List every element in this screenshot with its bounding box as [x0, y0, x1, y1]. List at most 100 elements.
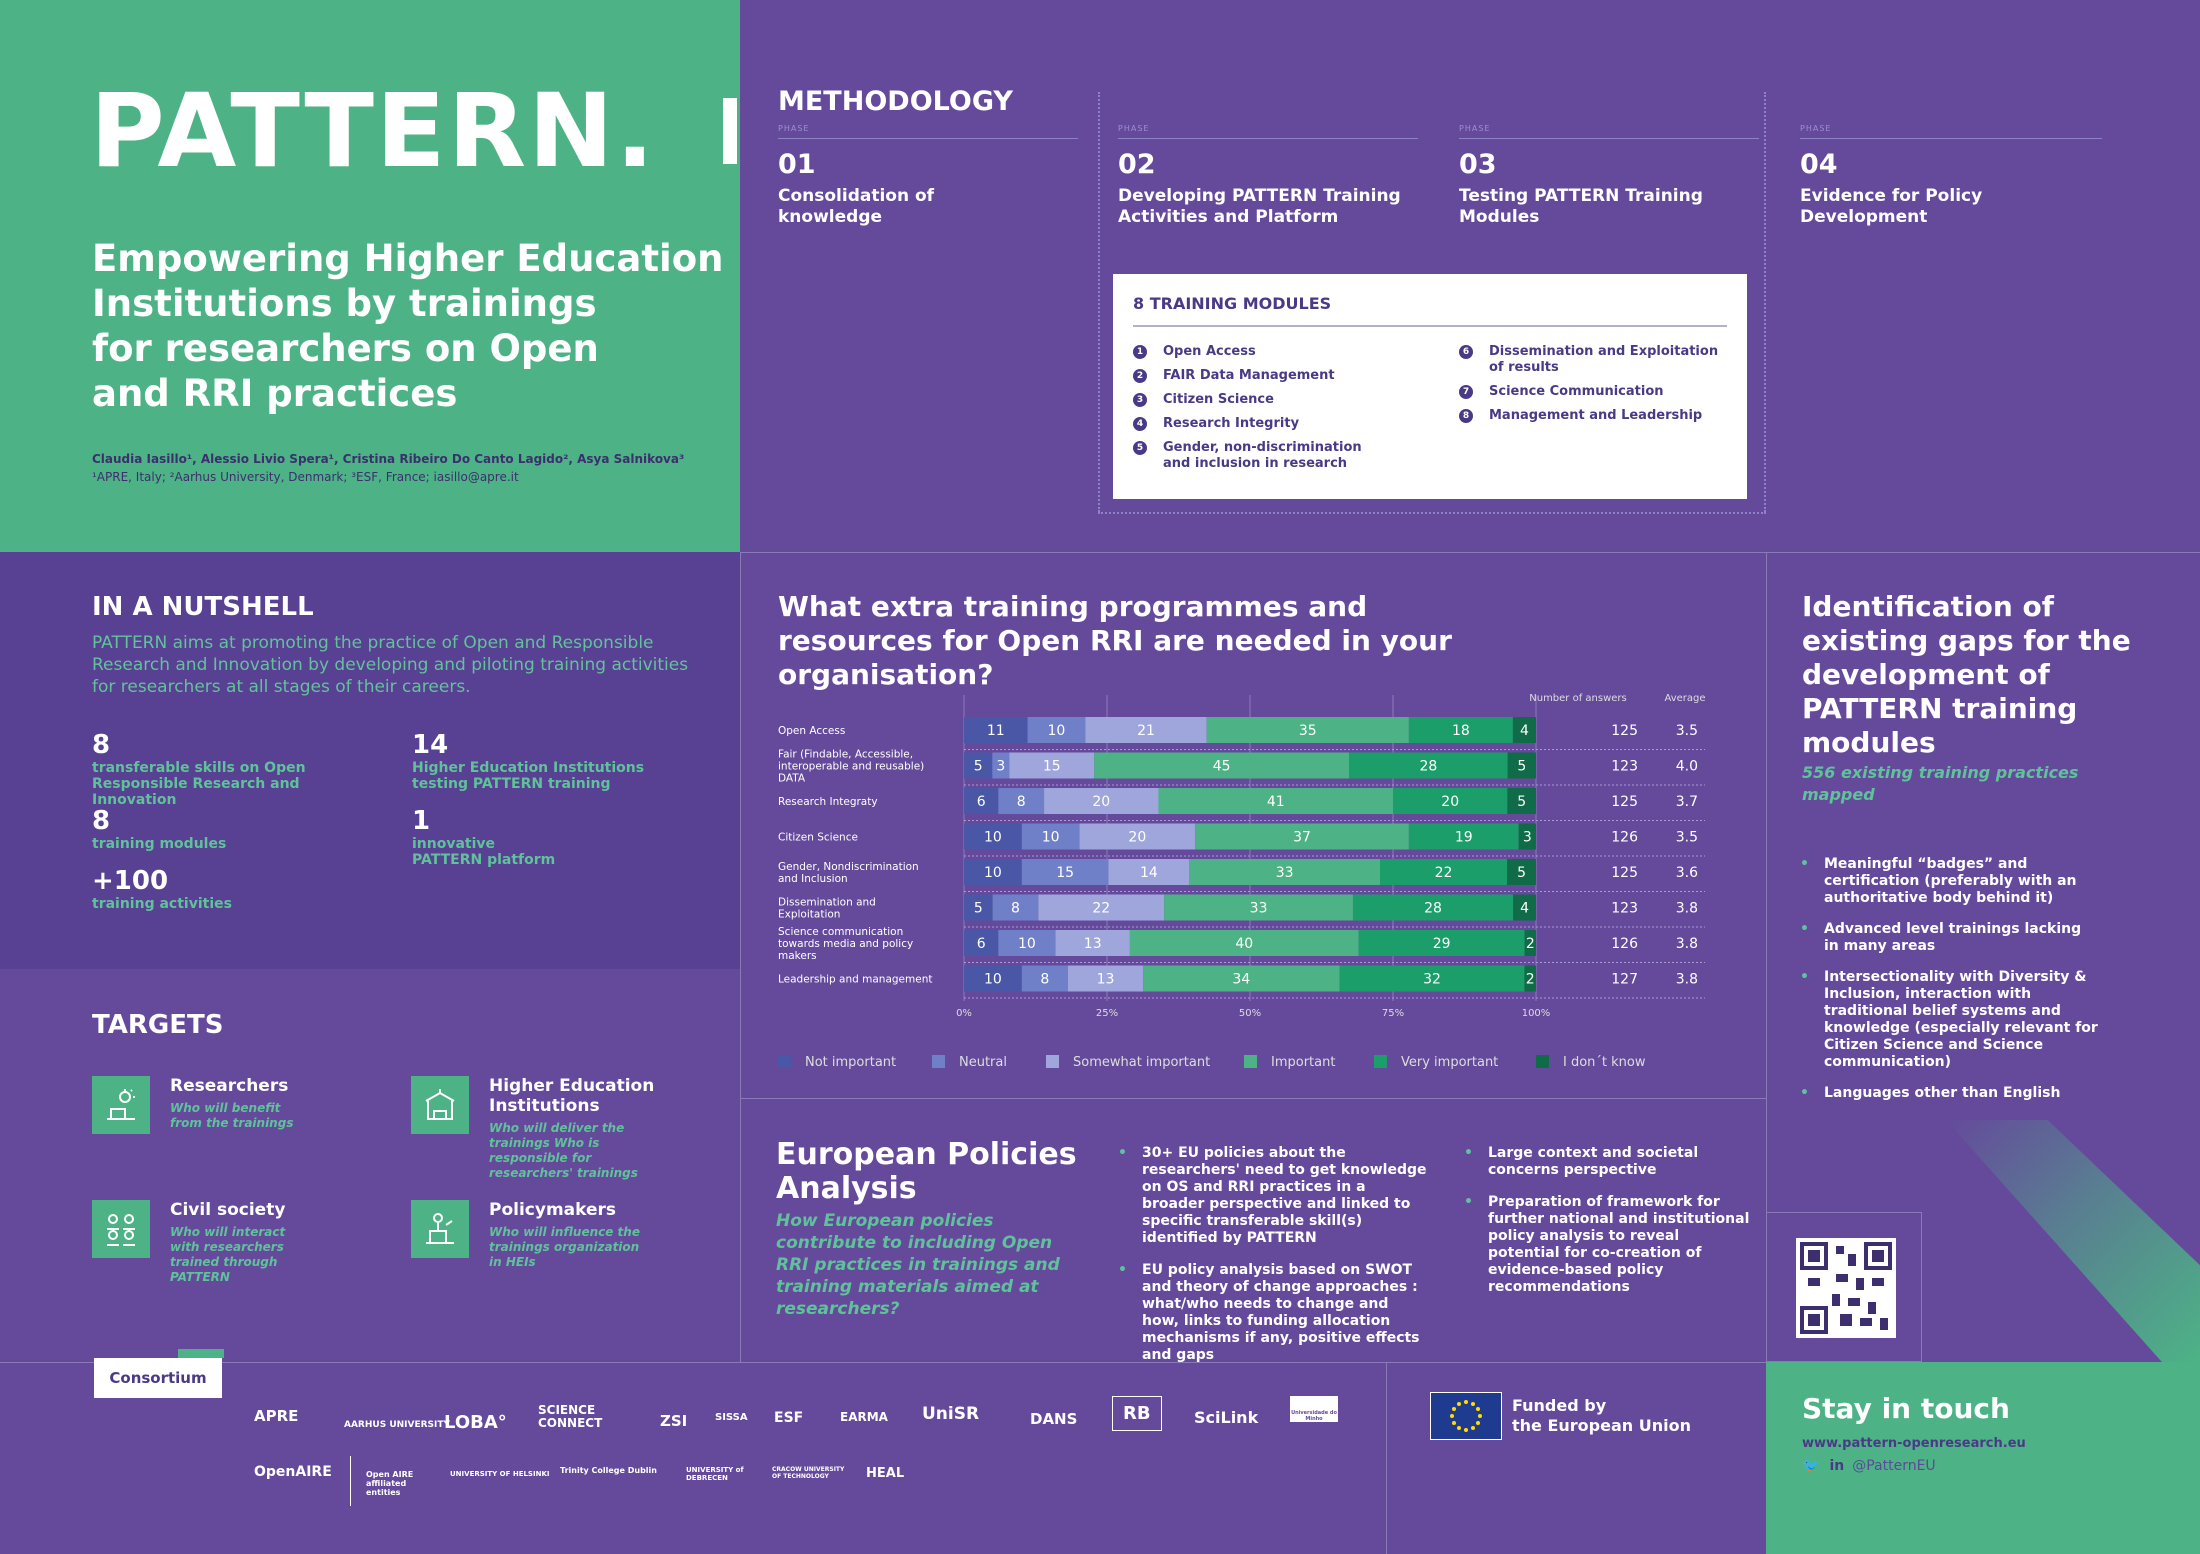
- modules-column-left: 1 Open Access 2 FAIR Data Management 3 Citi…: [1133, 344, 1373, 480]
- partner-logo-helsinki: UNIVERSITY OF HELSINKI: [450, 1470, 550, 1478]
- legend-label: Very important: [1401, 1055, 1499, 1070]
- bar-segment: [1339, 965, 1525, 992]
- data-label: 5: [1517, 759, 1526, 775]
- targets-title: TARGETS: [92, 1010, 224, 1040]
- partner-logo-heal: HEAL: [866, 1466, 905, 1481]
- bar-segment: [1195, 823, 1409, 850]
- divider: [1386, 1362, 1387, 1554]
- answers-value: 126: [1611, 936, 1638, 952]
- target-description: Who will deliver the trainings Who is re…: [489, 1121, 638, 1180]
- partner-logo-debrecen: UNIVERSITY of DEBRECEN: [686, 1466, 744, 1482]
- gap-item: Intersectionality with Diversity & Inclu…: [1800, 969, 2100, 1071]
- header-panel: [0, 0, 740, 552]
- stacked-bar-chart: 0% 25% 50% 75% 100% Number of answers Average O…: [778, 693, 1706, 1019]
- data-label: 28: [1424, 901, 1442, 917]
- title-line: and RRI practices: [92, 372, 458, 415]
- linkedin-icon[interactable]: in: [1829, 1458, 1845, 1474]
- stat-number: 1: [412, 806, 431, 836]
- partner-logo-aarhus: AARHUS UNIVERSITY: [344, 1420, 451, 1430]
- average-value: 3.6: [1676, 865, 1698, 881]
- nutshell-title: IN A NUTSHELL: [92, 592, 314, 622]
- bar-segment: [1055, 930, 1130, 956]
- twitter-icon[interactable]: 🐦: [1802, 1458, 1820, 1474]
- data-label: 22: [1435, 865, 1453, 881]
- bar-segment: [1044, 788, 1159, 814]
- partner-logo-apre: APRE: [254, 1407, 299, 1425]
- data-label: 34: [1232, 972, 1250, 988]
- average-value: 3.8: [1676, 901, 1698, 917]
- divider: [0, 1362, 2200, 1363]
- bar-segment: [1393, 788, 1508, 814]
- module-number: 6: [1459, 345, 1473, 359]
- bar-segment: [1068, 965, 1144, 992]
- data-label: 8: [1011, 901, 1020, 917]
- target-description: Who will benefit from the trainings: [170, 1101, 294, 1130]
- bar-segment: [1129, 930, 1359, 956]
- legend-item: Somewhat important: [1046, 1055, 1210, 1070]
- title-line: Empowering Higher Education: [92, 237, 724, 280]
- policy-item: Large context and societal concerns pers…: [1464, 1145, 1754, 1179]
- data-label: 8: [1017, 794, 1026, 810]
- legend-label: Important: [1271, 1055, 1336, 1070]
- stat-number: 14: [412, 730, 449, 760]
- data-label: 28: [1419, 759, 1437, 775]
- stat-number: 8: [92, 806, 111, 836]
- stat-item: +100 training activities: [92, 866, 382, 912]
- category-label: Research Integraty: [778, 796, 878, 808]
- partner-logo-rb: RB: [1112, 1396, 1162, 1431]
- stat-label: training modules: [92, 836, 227, 852]
- data-label: 11: [987, 723, 1005, 739]
- answers-value: 125: [1611, 794, 1638, 810]
- legend-label: Neutral: [959, 1055, 1007, 1070]
- partner-logo-sissa: SISSA: [715, 1412, 748, 1423]
- answers-value: 125: [1611, 723, 1638, 739]
- target-name: Civil society: [170, 1200, 286, 1220]
- bar-segment: [1143, 965, 1340, 992]
- module-label: Science Communication: [1489, 384, 1664, 399]
- data-label: 18: [1452, 723, 1470, 739]
- divider: [1766, 552, 1767, 1362]
- bar-segment: [1349, 752, 1508, 779]
- social-handle: @PatternEU: [1852, 1458, 1936, 1474]
- stat-number: +100: [92, 866, 169, 896]
- module-number: 7: [1459, 385, 1473, 399]
- average-value: 3.5: [1676, 723, 1698, 739]
- bar-segment: [1027, 717, 1086, 743]
- legend-item: Neutral: [932, 1055, 1007, 1070]
- partner-logo-zsi: ZSI: [660, 1412, 688, 1430]
- data-label: 35: [1299, 723, 1317, 739]
- qr-code[interactable]: [1796, 1238, 1896, 1338]
- bar-segment: [1085, 717, 1207, 743]
- legend-swatch: [778, 1055, 791, 1068]
- module-number: 3: [1133, 393, 1147, 407]
- researcher-icon: [92, 1076, 150, 1134]
- answers-value: 127: [1611, 972, 1638, 988]
- stat-item: 8 transferable skills on Open Responsible…: [92, 730, 382, 808]
- stat-item: 1 innovative PATTERN platform: [412, 806, 562, 868]
- module-item: 7 Science Communication: [1459, 384, 1719, 400]
- phase-title: Consolidation of knowledge: [778, 186, 935, 227]
- phase-number: 01: [778, 149, 816, 180]
- data-label: 14: [1140, 865, 1158, 881]
- eu-flag-icon: [1430, 1392, 1502, 1440]
- partner-logo-trinity: Trinity College Dublin: [560, 1466, 657, 1475]
- answers-value: 123: [1611, 759, 1638, 775]
- module-number: 4: [1133, 417, 1147, 431]
- partner-logo-openaire-affiliated: Open AIRE affiliated entities: [366, 1470, 414, 1497]
- people-icon: [92, 1200, 150, 1258]
- data-label: 20: [1128, 830, 1146, 846]
- data-label: 5: [974, 901, 983, 917]
- data-label: 15: [1056, 865, 1074, 881]
- pattern-logo: PATTERN.: [90, 72, 657, 191]
- legend-item: Very important: [1374, 1055, 1498, 1070]
- bar-segment: [964, 788, 999, 814]
- phase-label: PHASE: [1118, 124, 1418, 139]
- website-link[interactable]: www.pattern-openresearch.eu: [1802, 1436, 2026, 1451]
- bar-segment: [1206, 717, 1409, 743]
- module-label: Dissemination and Exploitation of result…: [1489, 344, 1719, 375]
- decorative-gradient: [1946, 1120, 2200, 1362]
- data-label: 37: [1293, 830, 1311, 846]
- legend-swatch: [1374, 1055, 1387, 1068]
- data-label: 21: [1137, 723, 1155, 739]
- target-name: Researchers: [170, 1076, 289, 1096]
